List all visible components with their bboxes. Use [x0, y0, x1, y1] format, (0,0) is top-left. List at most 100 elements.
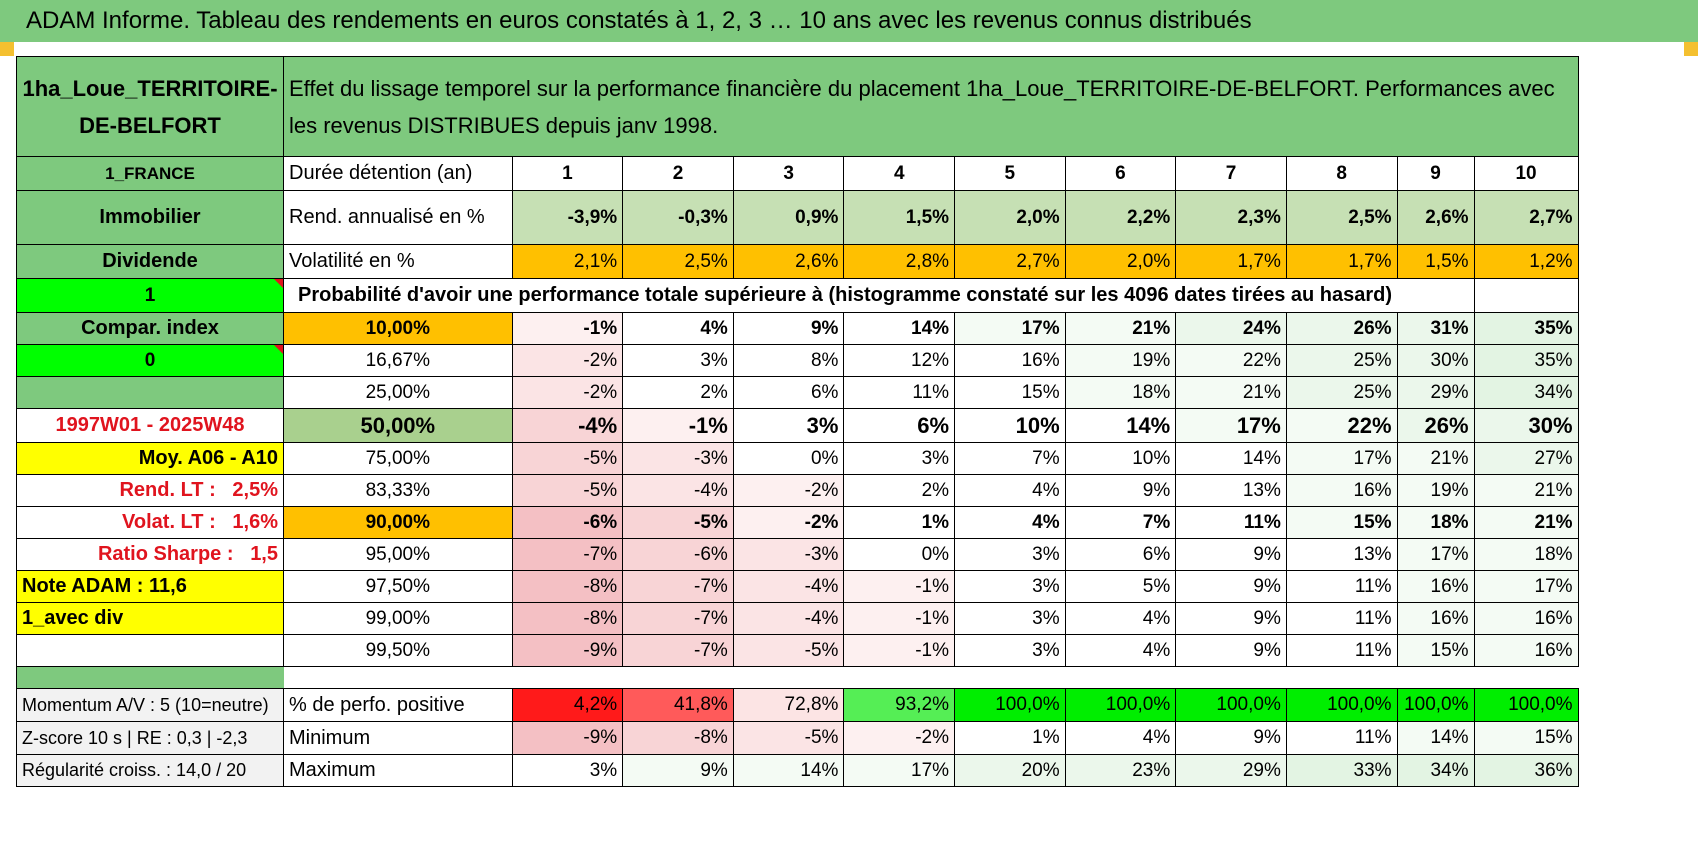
min-cell: -9%	[511, 721, 624, 755]
percentile-label: 90,00%	[283, 506, 513, 539]
percentile-row: Compar. index 10,00% -1% 4% 9% 14% 17% 2…	[16, 312, 1579, 345]
rend-cell: 2,0%	[954, 190, 1066, 245]
fund-description: Effet du lissage temporel sur la perform…	[283, 56, 1579, 157]
value-cell: 9%	[1175, 538, 1287, 571]
note-adam-cell: Note ADAM : 11,6	[16, 570, 284, 603]
value-cell: 21%	[1473, 474, 1579, 507]
positive-cell: 100,0%	[1396, 688, 1475, 722]
value-cell: 9%	[1175, 602, 1287, 635]
value-cell: 26%	[1285, 312, 1398, 345]
value-cell: 34%	[1473, 376, 1579, 409]
distribution-cell: Dividende	[16, 244, 284, 279]
value-cell: 11%	[1285, 570, 1398, 603]
value-cell: 21%	[1396, 442, 1475, 475]
value-cell: -3%	[622, 442, 734, 475]
value-cell: 22%	[1285, 408, 1398, 443]
empty-cell	[1473, 278, 1579, 313]
value-cell: 3%	[732, 408, 845, 443]
value-cell: 19%	[1396, 474, 1475, 507]
value-cell: 29%	[1396, 376, 1475, 409]
value-cell: -2%	[511, 376, 624, 409]
value-cell: 26%	[1396, 408, 1475, 443]
positive-cell: 93,2%	[843, 688, 956, 722]
value-cell: 12%	[843, 344, 956, 377]
vol-cell: 2,8%	[843, 244, 956, 279]
positive-label: % de perfo. positive	[283, 688, 513, 722]
value-cell: 4%	[954, 506, 1066, 539]
value-cell: 18%	[1064, 376, 1177, 409]
vol-cell: 1,7%	[1175, 244, 1287, 279]
value-cell: -7%	[622, 634, 734, 667]
value-cell: 24%	[1175, 312, 1287, 345]
rend-lt-label: Rend. LT :	[119, 479, 216, 501]
percentile-label: 25,00%	[283, 376, 513, 409]
value-cell: -8%	[511, 570, 624, 603]
value-cell: -1%	[843, 602, 956, 635]
value-cell: 11%	[1285, 602, 1398, 635]
value-cell: -7%	[622, 570, 734, 603]
value-cell: -2%	[732, 506, 845, 539]
value-cell: 3%	[622, 344, 734, 377]
percentile-label: 99,50%	[283, 634, 513, 667]
percentile-label: 83,33%	[283, 474, 513, 507]
rend-cell: 1,5%	[843, 190, 956, 245]
max-cell: 29%	[1175, 754, 1287, 787]
positive-cell: 72,8%	[732, 688, 845, 722]
value-cell: 15%	[1396, 634, 1475, 667]
vol-cell: 2,5%	[622, 244, 734, 279]
title-band	[0, 42, 1698, 56]
value-cell: 0%	[843, 538, 956, 571]
value-cell: 6%	[843, 408, 956, 443]
min-cell: -5%	[732, 721, 845, 755]
value-cell: 17%	[1285, 442, 1398, 475]
value-cell: 4%	[1064, 602, 1177, 635]
rend-lt-cell: Rend. LT : 2,5%	[16, 474, 284, 507]
sharpe-value: 1,5	[250, 543, 278, 565]
percentile-label: 10,00%	[283, 312, 513, 345]
value-cell: -6%	[622, 538, 734, 571]
value-cell: -2%	[511, 344, 624, 377]
positive-cell: 41,8%	[622, 688, 734, 722]
percentile-label: 95,00%	[283, 538, 513, 571]
percentile-row: Volat. LT : 1,6% 90,00% -6% -5% -2% 1% 4…	[16, 506, 1579, 539]
min-cell: 1%	[954, 721, 1066, 755]
fund-name: 1ha_Loue_TERRITOIRE-DE-BELFORT	[16, 56, 284, 157]
percentile-row: 1_avec div 99,00% -8% -7% -4% -1% 3% 4% …	[16, 602, 1579, 635]
percentile-label: 50,00%	[283, 408, 513, 443]
year-cell: 7	[1175, 156, 1287, 191]
right-marker	[1684, 42, 1698, 56]
rend-label: Rend. annualisé en %	[283, 190, 513, 245]
value-cell: 1%	[843, 506, 956, 539]
min-cell: 9%	[1175, 721, 1287, 755]
empty-cell	[16, 634, 284, 667]
percentile-row: Rend. LT : 2,5% 83,33% -5% -4% -2% 2% 4%…	[16, 474, 1579, 507]
value-cell: 21%	[1064, 312, 1177, 345]
separator-row	[16, 666, 1579, 689]
value-cell: 0%	[732, 442, 845, 475]
minimum-row: Z-score 10 s | RE : 0,3 | -2,3 Minimum -…	[16, 721, 1579, 755]
value-cell: 6%	[1064, 538, 1177, 571]
percentile-label: 75,00%	[283, 442, 513, 475]
min-cell: -2%	[843, 721, 956, 755]
value-cell: 16%	[1396, 570, 1475, 603]
max-cell: 34%	[1396, 754, 1475, 787]
value-cell: 14%	[1175, 442, 1287, 475]
vol-label: Volatilité en %	[283, 244, 513, 279]
value-cell: 25%	[1285, 376, 1398, 409]
value-cell: 35%	[1473, 312, 1579, 345]
value-cell: 9%	[1175, 634, 1287, 667]
value-cell: 16%	[1285, 474, 1398, 507]
max-cell: 3%	[511, 754, 624, 787]
value-cell: 16%	[1473, 602, 1579, 635]
rend-cell: 2,3%	[1175, 190, 1287, 245]
proba-row: 1 Probabilité d'avoir une performance to…	[16, 278, 1579, 313]
value-cell: 9%	[732, 312, 845, 345]
value-cell: -9%	[511, 634, 624, 667]
positive-cell: 100,0%	[1285, 688, 1398, 722]
year-cell: 2	[622, 156, 734, 191]
vol-row: Dividende Volatilité en % 2,1% 2,5% 2,6%…	[16, 244, 1579, 279]
min-label: Minimum	[283, 721, 513, 755]
percentile-row: Moy. A06 - A10 75,00% -5% -3% 0% 3% 7% 1…	[16, 442, 1579, 475]
value-cell: 17%	[954, 312, 1066, 345]
left-marker	[0, 42, 14, 56]
